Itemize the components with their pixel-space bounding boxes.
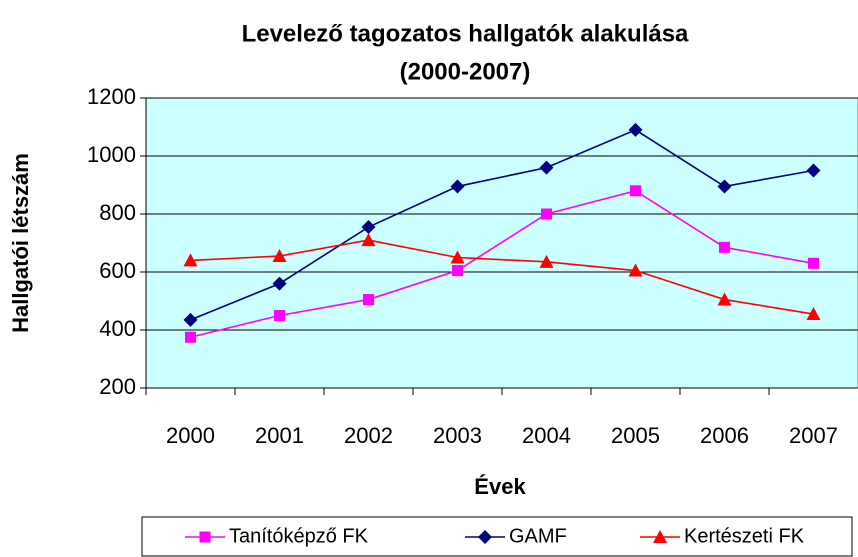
x-tick-label: 2004 [522,423,571,448]
marker [717,292,732,306]
x-tick-label: 2007 [789,423,838,448]
y-tick-label: 1200 [87,84,136,109]
series-line [190,239,814,315]
marker [199,531,211,543]
marker [806,163,821,178]
x-tick-label: 2003 [433,423,482,448]
marker [185,331,196,343]
x-tick-label: 2005 [611,423,660,448]
y-tick-label: 1000 [87,142,136,167]
marker [363,294,374,306]
marker [272,276,287,291]
marker [450,250,465,264]
marker [183,253,198,267]
marker [719,241,730,253]
x-axis-label: Évek [474,474,526,499]
x-tick-label: 2002 [344,423,393,448]
legend-item: Kertészeti FK [640,525,805,547]
x-tick-label: 2006 [700,423,749,448]
x-tick-label: 2001 [255,423,304,448]
marker [183,312,198,327]
legend-item: GAMF [465,525,567,547]
marker [539,160,554,175]
marker [361,220,376,235]
legend-label: Kertészeti FK [684,525,805,547]
marker [628,122,643,137]
y-axis-label: Hallgatói létszám [8,153,33,333]
marker [274,310,285,321]
marker [272,249,287,263]
x-tick-label: 2000 [166,423,215,448]
marker [361,233,376,247]
marker [452,265,463,277]
legend-label: Tanítóképző FK [229,525,369,547]
marker [630,185,641,197]
marker [450,179,465,194]
marker [539,254,554,268]
marker [653,530,667,543]
marker [541,208,552,220]
legend-item: Tanítóképző FK [185,525,369,547]
y-tick-label: 800 [99,200,136,225]
legend-label: GAMF [509,525,567,547]
chart-title: (2000-2007) [400,58,531,85]
marker [806,307,821,321]
marker [717,179,732,194]
series-line [190,189,814,339]
y-tick-label: 400 [99,316,136,341]
chart-title: Levelező tagozatos hallgatók alakulása [242,20,689,47]
marker [628,263,643,277]
marker [478,530,492,544]
y-tick-label: 600 [99,258,136,283]
marker [808,257,819,269]
series-line [190,128,814,321]
y-tick-label: 200 [99,374,136,399]
